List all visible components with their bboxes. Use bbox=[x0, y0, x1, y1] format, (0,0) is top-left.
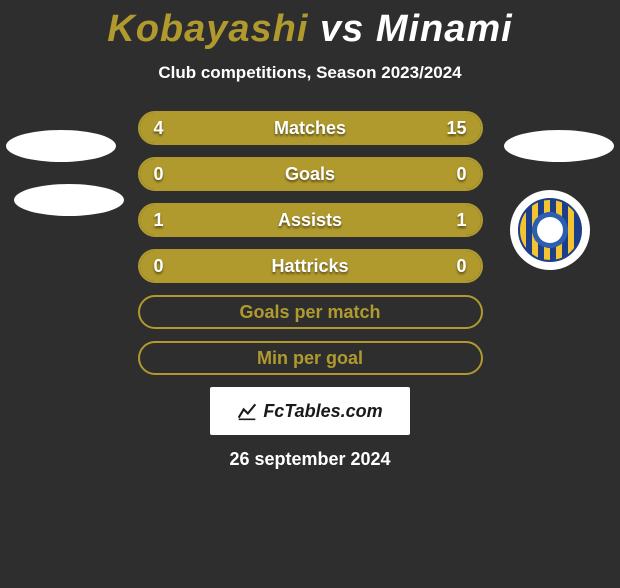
stat-label: Goals per match bbox=[140, 302, 481, 323]
stat-value-right: 1 bbox=[456, 210, 466, 231]
stat-value-right: 0 bbox=[456, 256, 466, 277]
brand-box[interactable]: FcTables.com bbox=[210, 387, 410, 435]
vs-label: vs bbox=[320, 8, 364, 50]
player-left-name: Kobayashi bbox=[107, 8, 308, 50]
stat-label: Matches bbox=[140, 118, 481, 139]
player-right-photo-1 bbox=[504, 130, 614, 162]
stat-row: 0Hattricks0 bbox=[138, 249, 483, 283]
stat-label: Goals bbox=[140, 164, 481, 185]
stat-label: Assists bbox=[140, 210, 481, 231]
stat-value-right: 15 bbox=[446, 118, 466, 139]
stat-value-right: 0 bbox=[456, 164, 466, 185]
subtitle: Club competitions, Season 2023/2024 bbox=[0, 63, 620, 83]
chart-icon bbox=[237, 401, 257, 421]
player-left-photo-2 bbox=[14, 184, 124, 216]
stat-row: 4Matches15 bbox=[138, 111, 483, 145]
player-left-photo-1 bbox=[6, 130, 116, 162]
stat-row: Goals per match bbox=[138, 295, 483, 329]
brand-label: FcTables.com bbox=[263, 401, 382, 422]
stat-row: 1Assists1 bbox=[138, 203, 483, 237]
player-right-name: Minami bbox=[376, 8, 513, 50]
stat-row: Min per goal bbox=[138, 341, 483, 375]
date-label: 26 september 2024 bbox=[0, 449, 620, 470]
club-crest bbox=[510, 190, 590, 270]
stats-container: 4Matches150Goals01Assists10Hattricks0Goa… bbox=[138, 111, 483, 375]
page-title: Kobayashi vs Minami bbox=[0, 8, 620, 51]
stat-label: Min per goal bbox=[140, 348, 481, 369]
club-crest-graphic bbox=[518, 198, 582, 262]
stat-label: Hattricks bbox=[140, 256, 481, 277]
stat-row: 0Goals0 bbox=[138, 157, 483, 191]
